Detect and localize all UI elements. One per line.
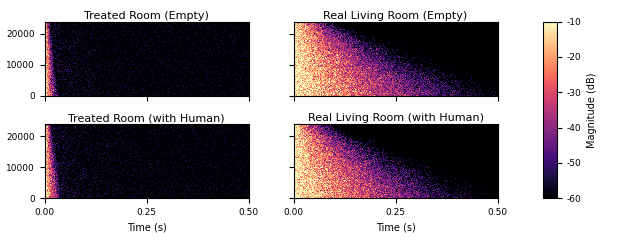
X-axis label: Time (s): Time (s)	[376, 223, 415, 233]
Title: Real Living Room (Empty): Real Living Room (Empty)	[323, 11, 468, 21]
Title: Treated Room (with Human): Treated Room (with Human)	[68, 113, 225, 123]
Y-axis label: Frequency (Hz): Frequency (Hz)	[0, 22, 1, 95]
Y-axis label: Frequency (Hz): Frequency (Hz)	[0, 125, 1, 198]
Y-axis label: Magnitude (dB): Magnitude (dB)	[587, 72, 597, 148]
Title: Treated Room (Empty): Treated Room (Empty)	[84, 11, 209, 21]
Title: Real Living Room (with Human): Real Living Room (with Human)	[308, 113, 484, 123]
X-axis label: Time (s): Time (s)	[127, 223, 166, 233]
